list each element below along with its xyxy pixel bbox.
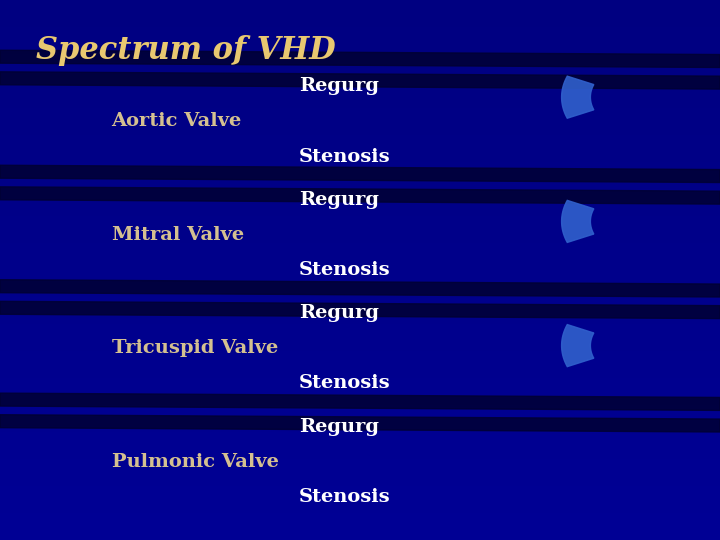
Text: Stenosis: Stenosis [299,374,390,393]
Polygon shape [562,76,594,118]
Polygon shape [562,200,594,242]
Bar [0,351,720,378]
Bar [0,513,720,540]
Bar [0,189,720,216]
Bar [0,81,720,108]
Bar [0,135,720,162]
Text: Regurg: Regurg [299,304,379,322]
Bar [0,378,720,405]
Text: Pulmonic Valve: Pulmonic Valve [112,453,279,471]
Bar [0,432,720,459]
Bar [0,27,720,54]
Text: Regurg: Regurg [299,191,379,209]
Text: Aortic Valve: Aortic Valve [112,112,242,131]
Text: Tricuspid Valve: Tricuspid Valve [112,339,278,357]
Bar [0,108,720,135]
Bar [0,405,720,432]
Bar [0,243,720,270]
Text: Spectrum of VHD: Spectrum of VHD [36,35,336,66]
Bar [0,297,720,324]
Bar [0,486,720,513]
Polygon shape [562,325,594,367]
Bar [0,216,720,243]
Bar [0,324,720,351]
Bar [0,270,720,297]
Text: Regurg: Regurg [299,77,379,96]
Bar [0,162,720,189]
Bar [0,54,720,81]
Text: Regurg: Regurg [299,417,379,436]
Bar [0,0,720,27]
Text: Stenosis: Stenosis [299,261,390,279]
Text: Stenosis: Stenosis [299,488,390,506]
Bar [0,459,720,486]
Text: Mitral Valve: Mitral Valve [112,226,244,244]
Text: Stenosis: Stenosis [299,147,390,166]
